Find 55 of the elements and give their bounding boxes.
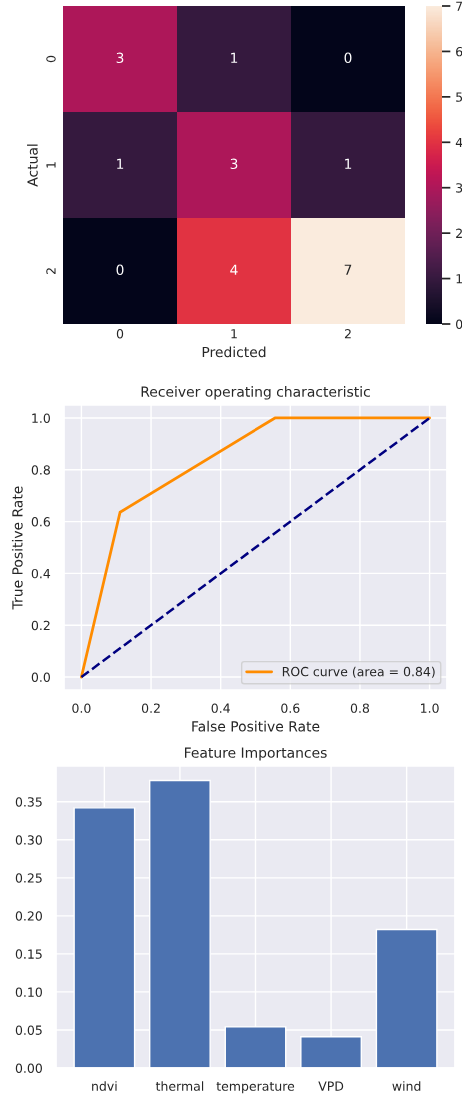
data-label: 1 <box>231 52 238 63</box>
data-label: 3 <box>116 52 124 64</box>
x-tick-label: temperature <box>216 1081 295 1094</box>
y-tick-label: 0 <box>46 55 56 63</box>
y-tick-label: 0.10 <box>15 987 42 997</box>
data-label: 3 <box>230 158 238 170</box>
y-tick-label: 1.0 <box>32 413 50 423</box>
color-bar-label: 5 <box>456 92 462 102</box>
x-tick-label: thermal <box>155 1081 204 1091</box>
y-tick-label: 0.0 <box>31 672 50 682</box>
x-axis-title: False Positive Rate <box>192 720 320 732</box>
y-tick-label: 0.30 <box>15 835 42 845</box>
x-tick-label: 0.6 <box>281 703 300 713</box>
x-tick-label: ndvi <box>92 1081 117 1091</box>
y-tick-label: 2 <box>46 268 56 275</box>
color-bar-label: 0 <box>456 319 462 329</box>
legend-label: ROC curve (area = 0.84) <box>282 666 435 678</box>
x-axis-title: Predicted <box>202 346 266 358</box>
color-bar-label: 4 <box>455 137 462 148</box>
chart-title: Receiver operating characteristic <box>141 386 370 400</box>
x-tick-label: 2 <box>344 329 351 339</box>
x-tick-label: 0 <box>116 329 124 339</box>
y-tick-label: 0.2 <box>31 620 50 631</box>
data-label: 4 <box>230 264 238 275</box>
data-label: 7 <box>344 264 352 275</box>
y-tick-label: 0.4 <box>31 568 51 579</box>
y-axis-title: Actual <box>27 144 38 187</box>
color-bar-label: 2 <box>456 228 462 238</box>
chart-title: Feature Importances <box>185 747 327 761</box>
data-label: 0 <box>344 52 352 64</box>
x-tick-label: 1 <box>231 329 237 339</box>
y-tick-label: 0.15 <box>15 949 42 959</box>
y-axis-title: True Positive Rate <box>11 486 23 610</box>
x-tick-label: 0.4 <box>211 703 230 713</box>
data-label: 0 <box>116 264 124 276</box>
color-bar-label: 3 <box>456 183 462 193</box>
y-tick-label: 0.25 <box>15 873 42 883</box>
data-label: 1 <box>117 158 124 169</box>
color-bar-label: 6 <box>456 46 462 57</box>
x-tick-label: VPD <box>318 1081 344 1091</box>
y-tick-label: 1 <box>46 162 56 168</box>
y-tick-label: 0.20 <box>15 911 42 921</box>
x-tick-label: 0.0 <box>72 703 91 713</box>
color-bar-label: 7 <box>456 1 462 11</box>
y-tick-label: 0.05 <box>15 1025 42 1035</box>
color-bar-label: 1 <box>456 274 462 284</box>
y-tick-label: 0.35 <box>15 797 42 807</box>
y-tick-label: 0.00 <box>15 1063 42 1073</box>
y-tick-label: 0.8 <box>31 465 50 475</box>
x-tick-label: 0.2 <box>141 703 160 713</box>
y-tick-label: 0.6 <box>31 517 51 527</box>
x-tick-label: 1.0 <box>421 703 439 713</box>
x-tick-label: 0.8 <box>350 703 370 713</box>
data-label: 1 <box>345 158 352 169</box>
x-tick-label: wind <box>392 1081 421 1091</box>
